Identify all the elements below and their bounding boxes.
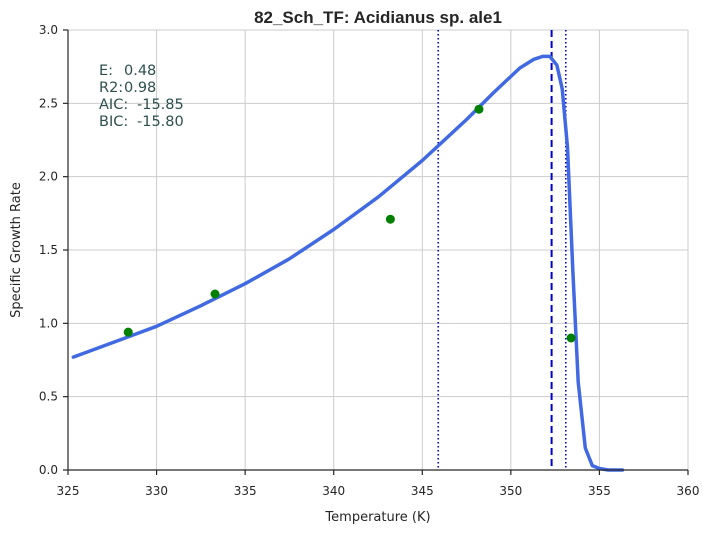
x-tick-label: 360	[677, 484, 700, 498]
stat-value: -15.85	[137, 97, 184, 113]
threshold-lines	[437, 30, 567, 470]
fitted-curve-layer	[71, 54, 625, 472]
y-tick-label: 1.0	[39, 316, 58, 330]
x-axis-label: Temperature (K)	[324, 510, 430, 525]
stat-value: 0.48	[124, 63, 156, 79]
stat-label: E:	[99, 63, 113, 79]
x-tick-label: 355	[588, 484, 611, 498]
observed-points-layer	[123, 104, 576, 343]
stat-label: R2:	[99, 80, 123, 96]
y-axis-label: Specific Growth Rate	[9, 182, 24, 318]
x-tick-labels: 325 330 335 340 345 350 355 360	[57, 470, 700, 498]
y-tick-label: 1.5	[39, 243, 58, 257]
x-tick-label: 325	[57, 484, 80, 498]
x-tick-label: 340	[322, 484, 345, 498]
stat-value: -15.80	[137, 114, 184, 130]
x-tick-label: 330	[145, 484, 168, 498]
data-point	[474, 104, 484, 114]
y-tick-label: 2.0	[39, 170, 58, 184]
y-tick-label: 0.5	[39, 390, 58, 404]
x-tick-label: 335	[234, 484, 257, 498]
y-tick-label: 0.0	[39, 463, 58, 477]
stat-label: AIC:	[99, 97, 128, 113]
data-point	[123, 327, 133, 337]
fitted-curve	[71, 54, 625, 472]
data-point	[385, 214, 395, 224]
x-tick-label: 345	[411, 484, 434, 498]
stat-label: BIC:	[99, 114, 128, 130]
x-tick-label: 350	[499, 484, 522, 498]
y-tick-label: 2.5	[39, 96, 58, 110]
data-point	[210, 289, 220, 299]
y-tick-label: 3.0	[39, 23, 58, 37]
stat-value: 0.98	[124, 80, 156, 96]
data-point	[566, 333, 576, 343]
chart-title: 82_Sch_TF: Acidianus sp. ale1	[254, 8, 502, 27]
y-tick-labels: 0.0 0.5 1.0 1.5 2.0 2.5 3.0	[39, 23, 68, 477]
grid-layer	[67, 29, 689, 471]
